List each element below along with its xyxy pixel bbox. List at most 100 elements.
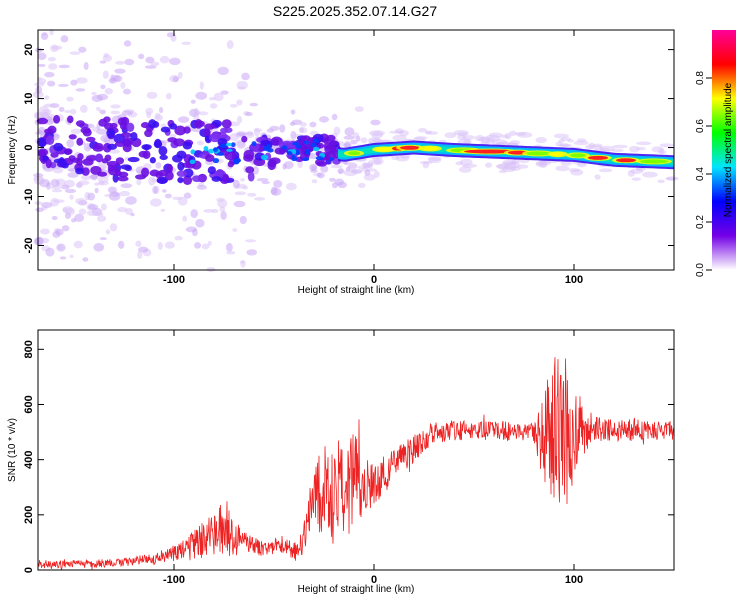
spectrogram-haze-blob bbox=[627, 170, 635, 177]
spectrogram-y-tick-label: 0 bbox=[23, 144, 35, 150]
spectrogram-haze-blob bbox=[65, 207, 76, 216]
spectrogram-hot-blob bbox=[233, 158, 242, 163]
spectrogram-haze-blob bbox=[233, 200, 246, 208]
spectrogram-haze-blob bbox=[203, 209, 215, 213]
spectrogram-ridge-peak bbox=[376, 147, 392, 152]
spectrogram-haze-blob bbox=[347, 162, 358, 169]
spectrogram-haze-blob bbox=[50, 178, 60, 188]
spectrogram-haze-blob bbox=[121, 110, 133, 116]
spectrogram-haze-blob bbox=[70, 79, 78, 86]
spectrogram-haze-blob bbox=[232, 179, 240, 189]
spectrogram-x-ticks: -100 0 100 bbox=[163, 30, 583, 286]
spectrogram-energy-blob bbox=[138, 150, 148, 158]
spectrogram-haze-blob bbox=[37, 63, 46, 68]
snr-x-ticks: -100 0 100 bbox=[163, 330, 583, 586]
spectrogram-haze-blob bbox=[94, 182, 100, 186]
spectrogram-haze-blob bbox=[252, 166, 259, 175]
spectrogram-haze-blob bbox=[172, 76, 179, 83]
spectrogram-ridge-peak bbox=[464, 149, 516, 154]
spectrogram-haze-blob bbox=[201, 243, 210, 250]
spectrogram-haze-blob bbox=[101, 203, 107, 211]
spectrogram-haze-blob bbox=[612, 144, 628, 149]
spectrogram-haze-blob bbox=[270, 186, 278, 195]
spectrogram-energy-blob bbox=[315, 158, 325, 166]
snr-y-tick-label: 800 bbox=[23, 340, 35, 358]
spectrogram-haze-blob bbox=[217, 66, 229, 76]
snr-x-tick-label: 100 bbox=[565, 574, 583, 586]
spectrogram-energy-blob bbox=[45, 158, 52, 169]
spectrogram-haze-blob bbox=[160, 208, 166, 212]
spectrogram-haze-blob bbox=[391, 155, 400, 161]
spectrogram-haze-blob bbox=[95, 106, 101, 111]
spectrogram-haze-blob bbox=[290, 109, 296, 115]
spectrogram-energy-blob bbox=[221, 119, 232, 129]
spectrogram-haze-blob bbox=[102, 70, 109, 79]
spectrogram-haze-blob bbox=[70, 128, 82, 134]
spectrogram-haze-blob bbox=[350, 139, 358, 145]
spectrogram-haze-blob bbox=[104, 88, 113, 95]
spectrogram-energy-blob bbox=[148, 119, 157, 129]
spectrogram-haze-blob bbox=[370, 119, 381, 126]
spectrogram-haze-blob bbox=[220, 211, 227, 220]
snr-x-label: Height of straight line (km) bbox=[298, 584, 415, 595]
spectrogram-energy-blob bbox=[159, 154, 168, 161]
spectrogram-y-tick-label: -10 bbox=[23, 189, 35, 205]
spectrogram-haze-blob bbox=[216, 197, 225, 202]
spectrogram-haze-blob bbox=[154, 114, 164, 122]
spectrogram-hot-blob bbox=[315, 156, 324, 161]
spectrogram-haze-blob bbox=[246, 249, 258, 256]
spectrogram-energy-blob bbox=[104, 154, 112, 162]
spectrogram-energy-blob bbox=[38, 137, 47, 148]
spectrogram-haze-blob bbox=[46, 182, 51, 190]
spectrogram-haze-blob bbox=[651, 146, 664, 153]
snr-y-tick-label: 200 bbox=[23, 506, 35, 524]
spectrogram-y-tick-label: -20 bbox=[23, 238, 35, 254]
spectrogram-haze-blob bbox=[240, 259, 246, 268]
spectrogram-energy-blob bbox=[117, 176, 129, 182]
spectrogram-haze-blob bbox=[69, 194, 74, 200]
spectrogram-hot-blob bbox=[302, 157, 310, 162]
spectrogram-haze-blob bbox=[392, 134, 407, 142]
spectrogram-haze-blob bbox=[577, 162, 587, 168]
spectrogram-energy-blob bbox=[167, 137, 178, 143]
spectrogram-haze-blob bbox=[145, 56, 155, 64]
spectrogram-haze-blob bbox=[110, 104, 121, 109]
spectrogram-energy-blob bbox=[241, 135, 248, 143]
spectrogram-haze-blob bbox=[535, 137, 547, 144]
spectrogram-haze-blob bbox=[60, 35, 69, 43]
spectrogram-energy-blob bbox=[143, 144, 150, 151]
spectrogram-haze-blob bbox=[162, 189, 167, 193]
spectrogram-energy-blob bbox=[82, 128, 92, 137]
spectrogram-energy-blob bbox=[95, 153, 103, 162]
spectrogram-energy-blob bbox=[45, 135, 55, 146]
spectrogram-haze-blob bbox=[172, 196, 183, 200]
spectrogram-haze-blob bbox=[560, 160, 573, 166]
spectrogram-haze-blob bbox=[77, 180, 90, 186]
spectrogram-energy-blob bbox=[130, 131, 138, 141]
spectrogram-haze-blob bbox=[368, 130, 385, 137]
spectrogram-haze-blob bbox=[659, 143, 674, 148]
spectrogram-haze-blob bbox=[47, 56, 56, 62]
spectrogram-energy-blob bbox=[106, 143, 117, 150]
spectrogram-haze-blob bbox=[240, 177, 245, 182]
spectrogram-haze-blob bbox=[510, 161, 520, 169]
spectrogram-haze-blob bbox=[149, 198, 162, 207]
spectrogram-haze-blob bbox=[234, 191, 247, 196]
spectrogram-haze-blob bbox=[61, 184, 70, 190]
spectrogram-haze-blob bbox=[568, 168, 581, 173]
spectrogram-haze-blob bbox=[362, 162, 373, 167]
spectrogram-haze-blob bbox=[55, 228, 64, 236]
spectrogram-hot-blob bbox=[266, 143, 271, 150]
spectrogram-energy-blob bbox=[156, 176, 168, 184]
spectrogram-energy-blob bbox=[75, 167, 84, 175]
snr-series-line bbox=[37, 357, 675, 571]
spectrogram-haze-blob bbox=[99, 237, 107, 241]
spectrogram-hot-blob bbox=[251, 141, 257, 147]
spectrogram-haze-blob bbox=[462, 135, 475, 140]
spectrogram-hot-blob bbox=[292, 141, 300, 146]
spectrogram-haze-blob bbox=[110, 74, 115, 83]
spectrogram-ridge-peak bbox=[552, 152, 564, 157]
spectrogram-haze-blob bbox=[555, 165, 570, 172]
snr-y-tick-label: 0 bbox=[23, 567, 35, 573]
spectrogram-haze-blob bbox=[45, 247, 55, 257]
